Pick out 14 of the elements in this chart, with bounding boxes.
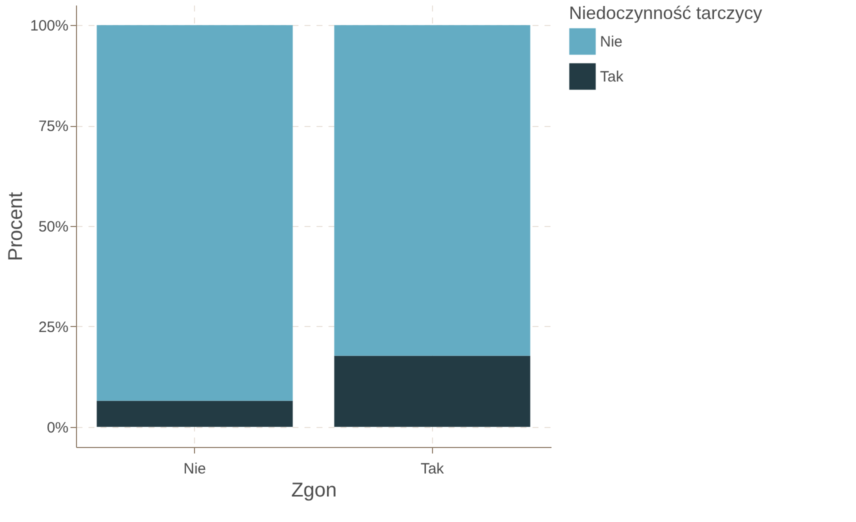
legend-title: Niedoczynność tarczycy (569, 3, 762, 23)
y-tick-label: 50% (38, 218, 68, 236)
bar (96, 25, 293, 401)
y-axis-title: Procent (5, 192, 28, 261)
y-tick-label: 75% (38, 118, 68, 136)
bar (334, 25, 530, 356)
legend-label: Tak (600, 68, 624, 86)
x-axis-title: Zgon (291, 480, 337, 502)
bar (96, 400, 293, 427)
y-tick-label: 100% (30, 18, 68, 35)
y-tick-label: 25% (38, 318, 68, 336)
bar (334, 356, 530, 427)
legend-label: Nie (600, 34, 623, 50)
y-tick-label: 0% (46, 419, 68, 436)
